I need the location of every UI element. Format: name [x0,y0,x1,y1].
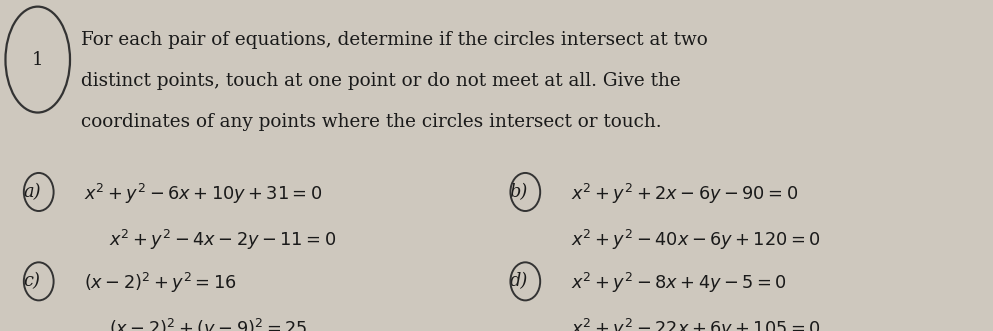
Text: $(x - 2)^2 + y^2 = 16$: $(x - 2)^2 + y^2 = 16$ [84,271,237,295]
Text: For each pair of equations, determine if the circles intersect at two: For each pair of equations, determine if… [81,31,708,49]
Text: 1: 1 [32,51,44,69]
Text: $x^2 + y^2 - 4x - 2y - 11 = 0$: $x^2 + y^2 - 4x - 2y - 11 = 0$ [109,228,337,252]
Text: $(x - 2)^2 + (y - 9)^2 = 25$: $(x - 2)^2 + (y - 9)^2 = 25$ [109,317,308,331]
Text: $x^2 + y^2 - 22x + 6y + 105 = 0$: $x^2 + y^2 - 22x + 6y + 105 = 0$ [571,317,820,331]
Text: b): b) [509,183,527,201]
Text: a): a) [23,183,41,201]
Text: $x^2 + y^2 + 2x - 6y - 90 = 0$: $x^2 + y^2 + 2x - 6y - 90 = 0$ [571,182,798,206]
Text: $x^2 + y^2 - 8x + 4y - 5 = 0$: $x^2 + y^2 - 8x + 4y - 5 = 0$ [571,271,786,295]
Text: coordinates of any points where the circles intersect or touch.: coordinates of any points where the circ… [81,114,662,131]
Text: $x^2 + y^2 - 6x + 10y + 31 = 0$: $x^2 + y^2 - 6x + 10y + 31 = 0$ [84,182,323,206]
Text: $x^2 + y^2 - 40x - 6y + 120 = 0$: $x^2 + y^2 - 40x - 6y + 120 = 0$ [571,228,820,252]
Text: distinct points, touch at one point or do not meet at all. Give the: distinct points, touch at one point or d… [81,72,681,90]
Text: d): d) [509,272,527,290]
Text: c): c) [24,272,40,290]
